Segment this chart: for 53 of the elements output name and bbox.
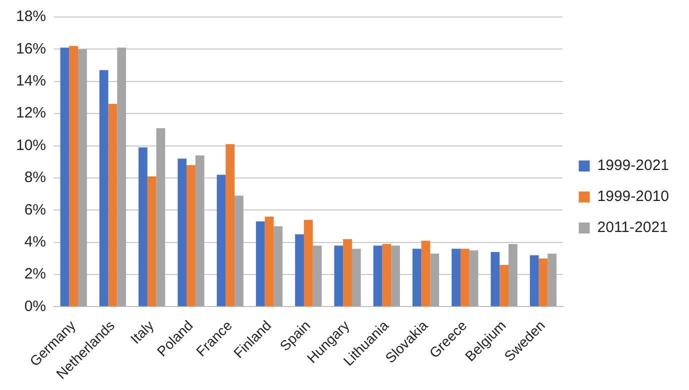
bar [108,104,118,306]
bar [508,244,518,306]
bar [412,248,422,306]
bar [138,147,148,306]
legend-label: 1999-2021 [597,157,669,174]
y-tick-label: 18% [16,8,46,26]
bar [78,49,87,306]
y-tick-label: 6% [24,201,46,218]
bar [352,248,361,306]
y-tick-label: 4% [24,233,46,250]
bar [530,255,539,306]
bar [234,196,244,306]
y-tick-label: 2% [24,266,46,283]
bar [391,246,400,306]
legend-label: 1999-2010 [597,188,669,206]
bar [452,248,460,306]
bar [460,248,470,306]
bar [343,239,352,306]
bar [186,165,196,306]
bar [195,155,204,306]
bar [99,70,108,306]
bar [60,48,70,306]
bar [373,246,382,306]
legend-label: 2011-2021 [597,219,668,236]
y-tick-label: 16% [16,40,46,58]
bar [312,246,322,306]
bar [178,158,187,306]
bar [156,128,166,306]
y-tick-label: 10% [16,136,46,154]
bar [334,246,344,306]
bar [147,176,156,306]
x-tick-label: Italy [127,317,157,347]
bar [469,250,478,306]
bar [256,221,265,306]
y-tick-label: 8% [24,169,46,186]
y-tick-label: 12% [16,104,46,122]
bar [382,244,392,306]
bar [430,254,440,306]
y-tick-label: 14% [16,72,46,90]
bar [264,216,274,306]
bar [295,234,304,306]
bar [69,46,78,306]
bar [421,240,430,306]
y-tick-label: 0% [24,298,46,315]
bar [304,220,313,306]
bar [226,144,235,306]
bar [490,252,500,306]
bar [538,258,548,306]
bar [500,264,508,306]
bar [216,174,226,306]
bar [548,254,557,306]
bar [117,48,126,306]
bar [274,226,283,306]
